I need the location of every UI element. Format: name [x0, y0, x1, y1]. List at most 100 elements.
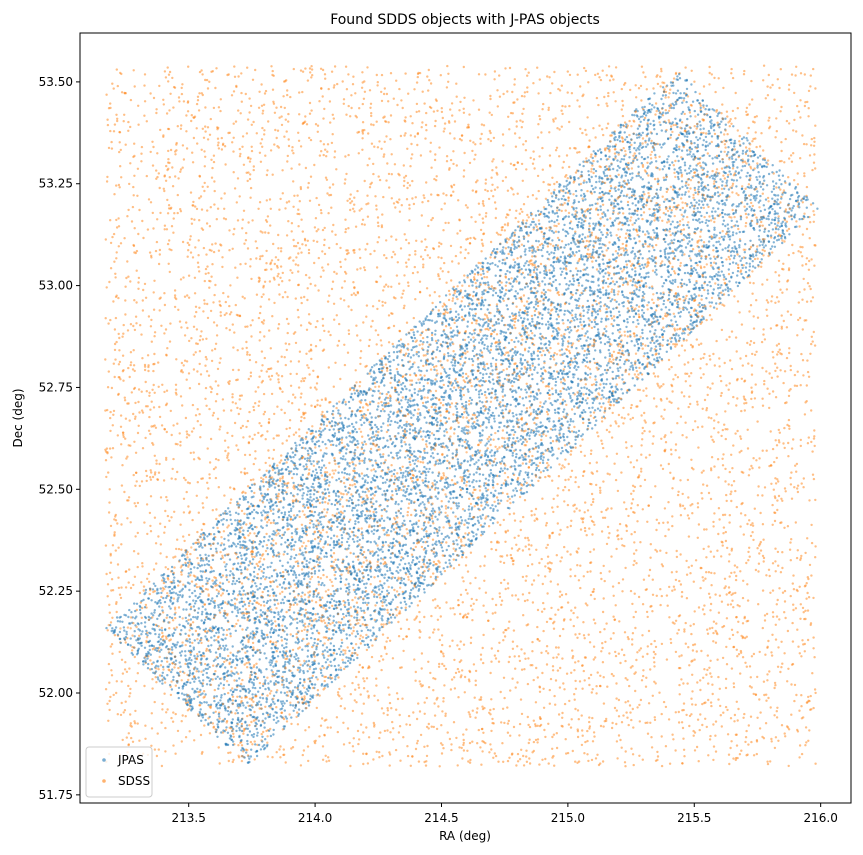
- sdss-point: [297, 386, 301, 389]
- sdss-point: [791, 243, 794, 247]
- sdss-point: [398, 329, 401, 333]
- sdss-point: [160, 324, 163, 327]
- sdss-point: [272, 242, 275, 246]
- sdss-point: [437, 256, 440, 259]
- sdss-point: [254, 68, 257, 72]
- sdss-point: [233, 187, 237, 190]
- sdss-point: [528, 553, 532, 556]
- sdss-point: [134, 680, 138, 683]
- sdss-point: [281, 169, 284, 172]
- sdss-point: [183, 295, 187, 298]
- sdss-point: [784, 208, 788, 211]
- sdss-point: [265, 249, 268, 253]
- sdss-point: [368, 186, 372, 189]
- sdss-point: [702, 676, 705, 679]
- sdss-point: [313, 537, 317, 541]
- sdss-point: [297, 283, 300, 286]
- sdss-point: [398, 725, 402, 728]
- sdss-point: [136, 672, 139, 675]
- sdss-point: [285, 130, 288, 133]
- sdss-point: [227, 295, 230, 298]
- sdss-point: [159, 552, 162, 555]
- sdss-point: [590, 691, 593, 694]
- sdss-point: [240, 100, 243, 103]
- sdss-point: [308, 136, 311, 140]
- sdss-point: [201, 228, 205, 231]
- sdss-point: [492, 158, 495, 161]
- sdss-point: [476, 179, 479, 182]
- sdss-point: [474, 576, 477, 580]
- sdss-point: [646, 520, 649, 523]
- sdss-point: [555, 746, 559, 750]
- sdss-point: [755, 350, 758, 353]
- sdss-point: [441, 270, 444, 273]
- sdss-point: [592, 731, 596, 734]
- sdss-point: [188, 387, 192, 390]
- sdss-point: [773, 746, 777, 750]
- sdss-point: [700, 471, 704, 474]
- sdss-point: [747, 126, 750, 130]
- sdss-point: [142, 236, 145, 240]
- sdss-point: [605, 508, 608, 512]
- sdss-point: [766, 387, 769, 390]
- sdss-point: [362, 762, 365, 766]
- sdss-point: [351, 598, 354, 602]
- sdss-point: [687, 183, 690, 186]
- sdss-point: [773, 495, 777, 498]
- sdss-point: [106, 386, 110, 389]
- sdss-point: [638, 315, 641, 319]
- sdss-point: [457, 262, 460, 265]
- sdss-point: [777, 739, 780, 742]
- sdss-point: [361, 102, 364, 106]
- sdss-point: [618, 351, 621, 355]
- sdss-point: [762, 333, 765, 336]
- sdss-point: [274, 542, 278, 545]
- sdss-point: [805, 582, 808, 585]
- sdss-point: [420, 240, 423, 243]
- sdss-point: [770, 482, 773, 485]
- sdss-point: [448, 524, 452, 527]
- sdss-point: [639, 541, 642, 544]
- sdss-point: [237, 109, 240, 112]
- sdss-point: [269, 521, 273, 525]
- sdss-point: [258, 499, 262, 502]
- sdss-point: [137, 281, 140, 284]
- sdss-point: [540, 610, 544, 613]
- sdss-point: [109, 561, 113, 564]
- sdss-point: [388, 701, 392, 705]
- sdss-point: [358, 209, 361, 212]
- sdss-point: [571, 293, 574, 297]
- sdss-point: [537, 574, 540, 577]
- sdss-point: [386, 729, 389, 732]
- sdss-point: [188, 339, 191, 343]
- sdss-point: [463, 523, 466, 526]
- sdss-point: [148, 511, 152, 515]
- sdss-point: [159, 522, 162, 525]
- sdss-point: [350, 293, 353, 297]
- sdss-point: [484, 328, 487, 331]
- sdss-point: [136, 722, 139, 725]
- sdss-point: [481, 242, 484, 245]
- sdss-point: [776, 375, 779, 378]
- sdss-point: [377, 175, 380, 178]
- sdss-point: [158, 253, 161, 256]
- sdss-point: [553, 351, 556, 355]
- sdss-point: [492, 438, 495, 441]
- sdss-point: [669, 641, 673, 645]
- sdss-point: [276, 360, 280, 363]
- sdss-point: [248, 97, 251, 100]
- sdss-point: [716, 458, 720, 461]
- sdss-point: [710, 73, 713, 76]
- sdss-point: [201, 585, 204, 588]
- sdss-point: [520, 94, 524, 98]
- sdss-point: [801, 639, 804, 642]
- sdss-point: [600, 420, 604, 423]
- sdss-point: [479, 268, 482, 271]
- sdss-point: [504, 587, 507, 591]
- sdss-point: [727, 586, 731, 589]
- sdss-point: [201, 502, 204, 505]
- sdss-point: [284, 761, 287, 764]
- sdss-point: [280, 247, 283, 250]
- sdss-point: [721, 625, 724, 629]
- sdss-point: [208, 286, 211, 289]
